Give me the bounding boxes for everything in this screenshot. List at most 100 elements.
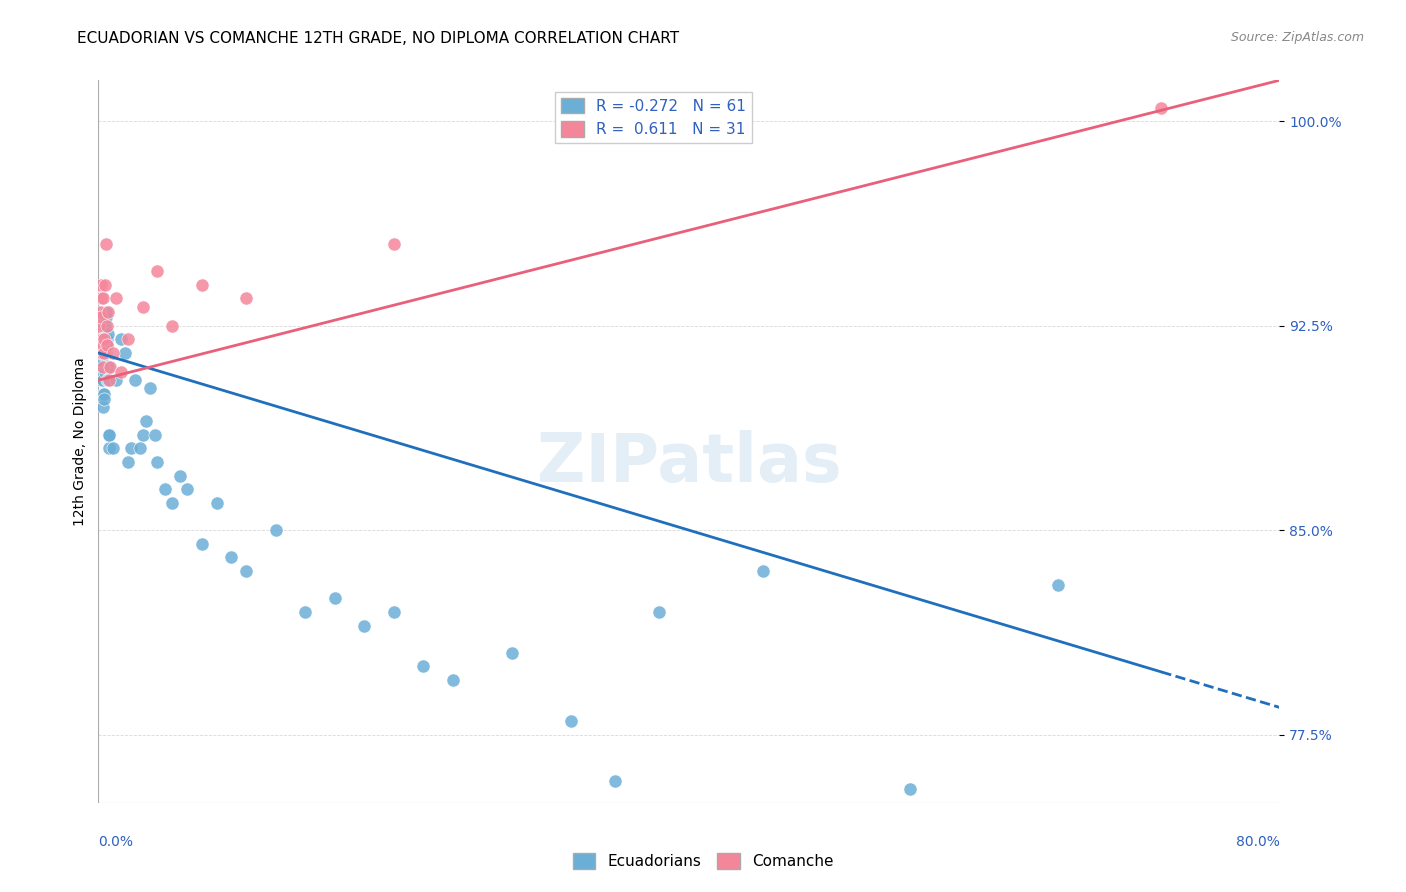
Point bbox=[132, 427, 155, 442]
Point bbox=[90, 359, 112, 374]
Point bbox=[94, 310, 117, 325]
Point bbox=[176, 482, 198, 496]
Point bbox=[114, 346, 136, 360]
Text: Source: ZipAtlas.com: Source: ZipAtlas.com bbox=[1230, 31, 1364, 45]
Point bbox=[96, 337, 118, 351]
Point bbox=[221, 550, 243, 565]
Text: 0.0%: 0.0% bbox=[98, 835, 134, 849]
Point bbox=[117, 332, 139, 346]
Point bbox=[93, 346, 115, 360]
Legend: Ecuadorians, Comanche: Ecuadorians, Comanche bbox=[567, 847, 839, 875]
Point bbox=[97, 326, 120, 341]
Point bbox=[441, 673, 464, 687]
Point bbox=[162, 318, 183, 333]
Point bbox=[89, 346, 111, 360]
Point bbox=[132, 300, 155, 314]
Point bbox=[90, 373, 112, 387]
Point bbox=[103, 442, 125, 456]
Point bbox=[235, 564, 257, 578]
Point bbox=[90, 346, 112, 360]
Point bbox=[94, 236, 117, 251]
Point bbox=[91, 387, 114, 401]
Point bbox=[1150, 101, 1173, 115]
Point bbox=[91, 359, 114, 374]
Point bbox=[93, 392, 115, 407]
Point bbox=[124, 373, 146, 387]
Point bbox=[169, 468, 191, 483]
Point bbox=[153, 482, 176, 496]
Point bbox=[91, 292, 114, 306]
Point bbox=[91, 401, 114, 415]
Point bbox=[264, 523, 287, 537]
Point bbox=[93, 387, 115, 401]
Point bbox=[90, 292, 112, 306]
Point bbox=[110, 332, 132, 346]
Point bbox=[146, 264, 169, 278]
Point bbox=[94, 305, 117, 319]
Point bbox=[191, 537, 214, 551]
Point bbox=[162, 496, 183, 510]
Point bbox=[117, 455, 139, 469]
Legend: R = -0.272   N = 61, R =  0.611   N = 31: R = -0.272 N = 61, R = 0.611 N = 31 bbox=[555, 92, 752, 144]
Point bbox=[93, 365, 115, 379]
Point bbox=[382, 236, 405, 251]
Point bbox=[96, 332, 118, 346]
Point bbox=[96, 373, 118, 387]
Point bbox=[128, 442, 150, 456]
Point bbox=[94, 318, 117, 333]
Text: ZIPatlas: ZIPatlas bbox=[537, 430, 841, 496]
Point bbox=[412, 659, 434, 673]
Text: ECUADORIAN VS COMANCHE 12TH GRADE, NO DIPLOMA CORRELATION CHART: ECUADORIAN VS COMANCHE 12TH GRADE, NO DI… bbox=[77, 31, 679, 46]
Point bbox=[103, 346, 125, 360]
Point bbox=[97, 359, 120, 374]
Point bbox=[382, 605, 405, 619]
Point bbox=[105, 373, 128, 387]
Point bbox=[294, 605, 316, 619]
Point bbox=[752, 564, 775, 578]
Point bbox=[94, 277, 117, 292]
Point bbox=[98, 427, 121, 442]
Point bbox=[98, 359, 121, 374]
Point bbox=[120, 442, 142, 456]
Point bbox=[97, 373, 120, 387]
Point bbox=[560, 714, 582, 728]
Point bbox=[501, 646, 523, 660]
Point bbox=[205, 496, 228, 510]
Point bbox=[94, 346, 117, 360]
Point bbox=[235, 292, 257, 306]
Point bbox=[98, 442, 121, 456]
Point bbox=[89, 346, 111, 360]
Point bbox=[648, 605, 671, 619]
Point bbox=[105, 292, 128, 306]
Point bbox=[96, 337, 118, 351]
Point bbox=[90, 365, 112, 379]
Point bbox=[143, 427, 166, 442]
Point bbox=[139, 381, 162, 395]
Point bbox=[91, 337, 114, 351]
Point bbox=[135, 414, 157, 428]
Point bbox=[323, 591, 346, 606]
Point bbox=[353, 618, 375, 632]
Point bbox=[91, 373, 114, 387]
Point bbox=[89, 318, 111, 333]
Point bbox=[146, 455, 169, 469]
Point bbox=[93, 346, 115, 360]
Point bbox=[1047, 577, 1070, 591]
Point bbox=[90, 277, 112, 292]
Point bbox=[191, 277, 214, 292]
Point bbox=[900, 782, 922, 797]
Point bbox=[91, 354, 114, 368]
Point bbox=[97, 373, 120, 387]
Point bbox=[1150, 878, 1173, 892]
Point bbox=[97, 305, 120, 319]
Point bbox=[89, 305, 111, 319]
Point bbox=[110, 365, 132, 379]
Text: 80.0%: 80.0% bbox=[1236, 835, 1279, 849]
Point bbox=[93, 332, 115, 346]
Point bbox=[90, 310, 112, 325]
Y-axis label: 12th Grade, No Diploma: 12th Grade, No Diploma bbox=[73, 357, 87, 526]
Point bbox=[97, 427, 120, 442]
Point bbox=[91, 332, 114, 346]
Point bbox=[96, 318, 118, 333]
Point bbox=[605, 774, 627, 789]
